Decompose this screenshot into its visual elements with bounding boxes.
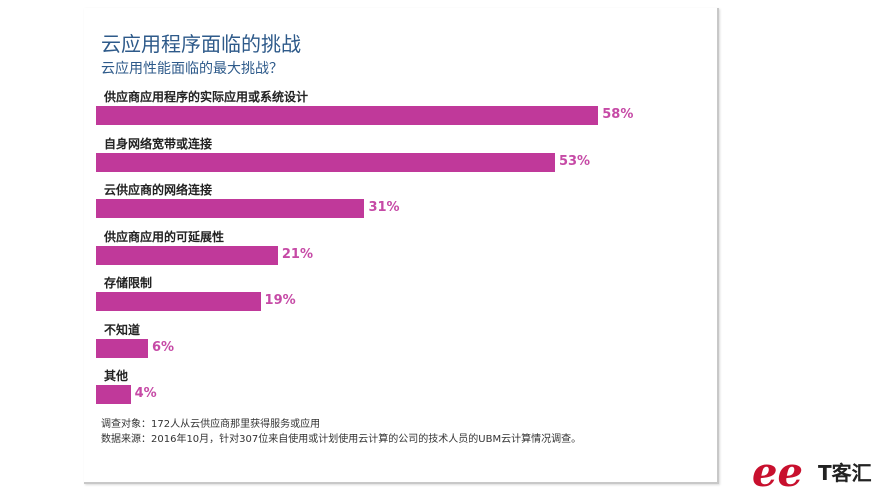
- bar: [96, 106, 599, 125]
- value-label: 4%: [134, 386, 157, 401]
- category-label: 存储限制: [104, 276, 153, 290]
- value-label: 53%: [558, 153, 591, 169]
- value-label: 19%: [264, 293, 296, 308]
- value-label: 31%: [368, 200, 400, 215]
- value-label: 21%: [281, 246, 313, 262]
- bar: [96, 338, 148, 358]
- bar: [96, 245, 278, 265]
- chart-subtitle: 云应用性能面临的最大挑战？: [101, 61, 283, 77]
- footnote-source: 数据来源：2016年10月，针对307位来自使用或计划使用云计算的公司的技术人员…: [101, 434, 582, 445]
- category-label: 供应商应用程序的实际应用或系统设计: [104, 90, 309, 104]
- value-label: 6%: [151, 339, 175, 355]
- bar: [96, 292, 261, 311]
- logo-mark: ee: [752, 449, 803, 496]
- logo-text: T客汇: [818, 461, 872, 485]
- tkehui-logo: ee T客汇: [752, 449, 872, 496]
- chart-title: 云应用程序面临的挑战: [101, 32, 301, 56]
- category-label: 自身网络宽带或连接: [104, 136, 213, 151]
- footnote-respondents: 调查对象：172人从云供应商那里获得服务或应用: [101, 419, 321, 430]
- bar: [96, 199, 365, 218]
- bar: [96, 152, 555, 172]
- bar: [96, 385, 131, 404]
- category-label: 云供应商的网络连接: [104, 183, 213, 197]
- category-label: 其他: [104, 369, 129, 383]
- category-label: 供应商应用的可延展性: [104, 229, 225, 244]
- category-label: 不知道: [104, 322, 141, 337]
- value-label: 58%: [602, 107, 634, 122]
